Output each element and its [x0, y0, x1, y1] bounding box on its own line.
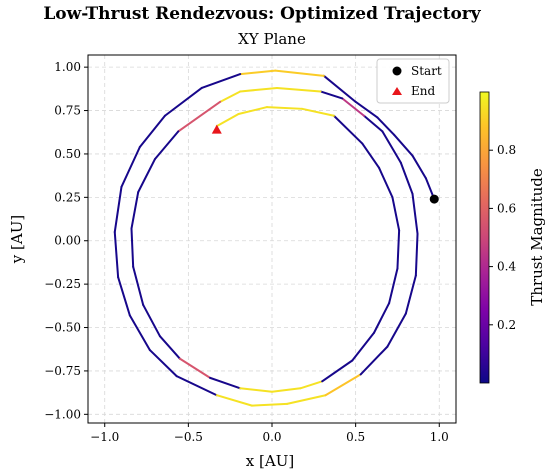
y-tick-label: −0.25	[44, 277, 81, 291]
y-tick-label: 0.75	[54, 104, 81, 118]
trajectory-segment	[411, 192, 419, 235]
x-axis: −1.0 −0.5 0.0 0.5 1.0	[90, 423, 449, 444]
trajectory-segment	[113, 231, 120, 279]
y-tick-label: 1.00	[54, 60, 81, 74]
y-axis-label: y [AU]	[8, 215, 26, 264]
trajectory-segment	[276, 86, 322, 93]
trajectory-segment	[113, 185, 123, 234]
trajectory-segment	[153, 130, 180, 161]
trajectory-segment	[363, 114, 384, 133]
chart-subtitle: XY Plane	[238, 30, 306, 48]
legend-end-marker	[392, 87, 402, 95]
trajectory-segment	[215, 394, 253, 407]
trajectory-segment	[299, 380, 324, 390]
x-tick-label: 0.0	[262, 430, 281, 444]
trajectory-segment	[351, 331, 376, 362]
trajectory-segment	[219, 90, 242, 103]
trajectory-segment	[359, 345, 389, 376]
legend: Start End	[376, 58, 450, 104]
trajectory-segment	[376, 116, 396, 136]
legend-start-marker	[392, 66, 402, 76]
markers	[211, 124, 439, 204]
y-tick-label: −1.00	[44, 407, 81, 421]
trajectory-segment	[209, 376, 242, 390]
end-marker	[211, 124, 222, 134]
trajectory-segment	[411, 154, 427, 180]
trajectory-segment	[319, 90, 344, 100]
trajectory-segment	[286, 394, 327, 405]
x-tick-label: 1.0	[430, 430, 449, 444]
y-tick-label: −0.50	[44, 321, 81, 335]
trajectory-segment	[361, 142, 381, 169]
y-tick-label: 0.00	[54, 234, 81, 248]
legend-end-label: End	[411, 84, 435, 98]
trajectory-segment	[414, 232, 419, 277]
trajectory-segment	[301, 107, 335, 117]
x-axis-label: x [AU]	[246, 452, 294, 470]
colorbar-label: Thrust Magnitude	[528, 168, 546, 306]
trajectory-segment	[130, 191, 140, 230]
colorbar-tick-label: 0.4	[497, 260, 516, 274]
trajectory-segment	[271, 387, 302, 393]
trajectory-segment	[200, 73, 242, 89]
trajectory-segment	[239, 387, 273, 393]
start-marker	[429, 194, 439, 204]
y-axis: 1.00 0.75 0.50 0.25 0.00 −0.25 −0.50 −0.75 −1.00	[44, 60, 88, 421]
trajectory-segment	[237, 106, 268, 116]
trajectory-segment	[396, 229, 401, 270]
colorbar: 0.2 0.4 0.6 0.8 Thrust Magnitude	[479, 91, 546, 384]
trajectory-segment	[381, 130, 402, 164]
trajectory-segment	[386, 312, 407, 348]
trajectory-segment	[391, 196, 401, 232]
trajectory-segment	[148, 349, 178, 378]
trajectory-segment	[388, 267, 399, 305]
trajectory-segment	[332, 114, 364, 145]
grid	[88, 55, 456, 423]
trajectory-segment	[324, 373, 362, 397]
y-tick-label: −0.75	[44, 364, 81, 378]
trajectory-segment	[130, 227, 135, 268]
trajectory-segment	[265, 106, 304, 110]
x-tick-label: −0.5	[174, 430, 203, 444]
colorbar-tick-label: 0.2	[497, 318, 516, 332]
x-tick-label: 0.5	[346, 430, 365, 444]
trajectory-segment	[341, 97, 365, 117]
trajectory-segment	[354, 100, 379, 119]
trajectory-segment	[404, 274, 417, 315]
colorbar-gradient	[479, 91, 490, 384]
y-tick-label: 0.25	[54, 190, 81, 204]
trajectory-segment	[378, 166, 394, 199]
trajectory-segment	[274, 69, 325, 77]
trajectory-segment	[142, 303, 161, 338]
trajectory-segment	[399, 161, 414, 195]
trajectory-segment	[128, 314, 151, 352]
trajectory-segment	[132, 265, 145, 306]
x-tick-label: −1.0	[90, 430, 119, 444]
trajectory-segment	[137, 158, 156, 194]
trajectory-segment	[250, 402, 289, 407]
trajectory-segment	[239, 69, 277, 76]
trajectory-segment	[239, 86, 279, 93]
trajectory-segment	[321, 359, 354, 383]
trajectory-segment	[175, 375, 218, 397]
trajectory-segment	[373, 302, 391, 334]
trajectory-segment	[322, 74, 357, 103]
trajectory-segment	[120, 146, 141, 188]
trajectory-segment	[179, 357, 212, 379]
trajectory-segment	[158, 335, 181, 360]
trajectory-segment	[163, 86, 203, 117]
trajectory-segment	[393, 133, 414, 157]
trajectory-segment	[138, 114, 166, 148]
y-tick-label: 0.50	[54, 147, 81, 161]
colorbar-tick-label: 0.6	[497, 201, 516, 215]
trajectory	[113, 69, 436, 407]
trajectory-segment	[117, 276, 131, 317]
trajectory-segment	[215, 113, 240, 128]
chart-title: Low-Thrust Rendezvous: Optimized Traject…	[43, 4, 481, 24]
colorbar-tick-label: 0.8	[497, 143, 516, 157]
legend-start-label: Start	[411, 64, 442, 78]
trajectory-segment	[177, 100, 222, 133]
